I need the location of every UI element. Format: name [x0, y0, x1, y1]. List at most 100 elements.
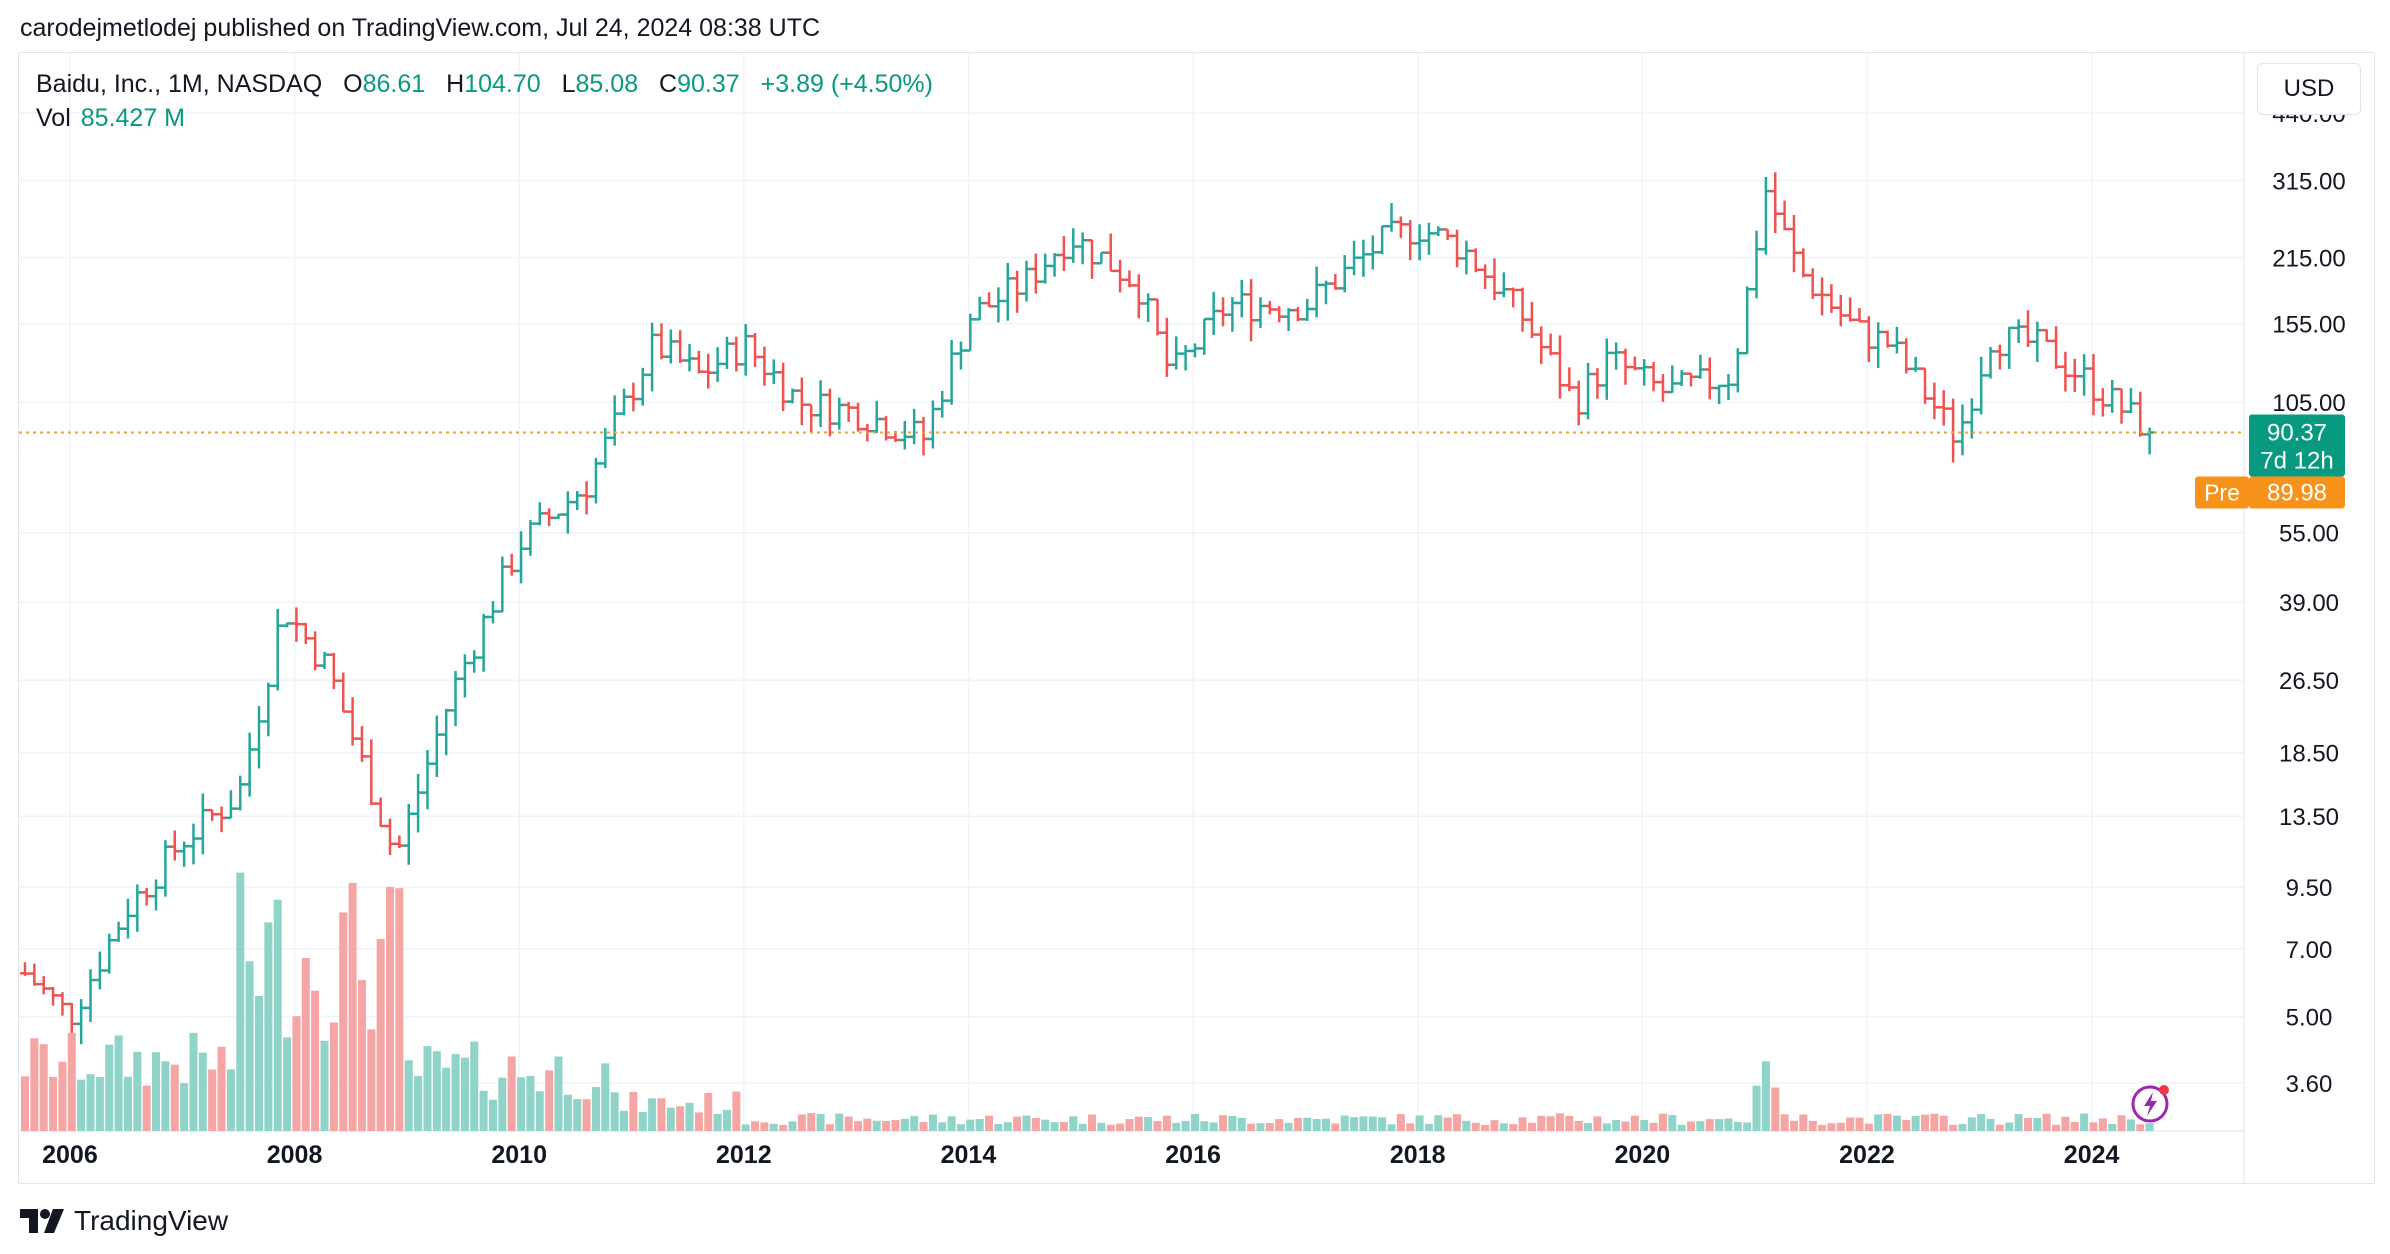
y-tick-label: 13.50: [2279, 804, 2339, 831]
volume-bar: [676, 1106, 685, 1131]
last-price-tag: [2249, 414, 2345, 477]
volume-bar: [1481, 1124, 1490, 1131]
volume-bar: [1219, 1115, 1228, 1131]
volume-bar: [460, 1057, 469, 1131]
volume-bar: [1518, 1117, 1527, 1131]
x-tick-label: 2018: [1390, 1141, 1446, 1169]
volume-bar: [835, 1113, 844, 1131]
x-tick-label: 2008: [267, 1141, 323, 1169]
volume-bar: [1855, 1117, 1864, 1131]
volume-bar: [994, 1123, 1003, 1131]
pre-label: Pre: [2204, 479, 2240, 505]
last-price-value: 90.37: [2267, 419, 2327, 446]
volume-bar: [1752, 1085, 1761, 1131]
volume-bar: [292, 1016, 301, 1131]
volume-bar: [807, 1113, 816, 1131]
pre-label-tag: [2195, 476, 2249, 509]
volume-bar: [2005, 1122, 2014, 1131]
volume-bar: [1162, 1115, 1171, 1131]
volume-bar: [704, 1092, 713, 1131]
volume-bar: [1864, 1123, 1873, 1131]
volume-bar: [498, 1077, 507, 1131]
volume-bar: [1059, 1122, 1068, 1131]
volume-bar: [1247, 1123, 1256, 1131]
y-tick-label: 9.50: [2286, 875, 2333, 902]
volume-bar: [1256, 1123, 1265, 1131]
volume-bar: [2070, 1121, 2079, 1131]
volume-bar: [591, 1087, 600, 1131]
x-tick-label: 2016: [1165, 1141, 1221, 1169]
volume-bar: [928, 1114, 937, 1131]
volume-bar: [1031, 1117, 1040, 1131]
volume-value: 85.427 M: [80, 104, 186, 132]
volume-bar: [357, 979, 366, 1131]
y-tick-label: 5.00: [2286, 1005, 2333, 1032]
volume-bar: [208, 1069, 217, 1131]
x-tick-label: 2010: [491, 1141, 547, 1169]
volume-bar: [1509, 1124, 1518, 1131]
volume-bar: [919, 1121, 928, 1131]
volume-bar: [1949, 1124, 1958, 1131]
volume-bar: [854, 1121, 863, 1131]
volume-bar: [189, 1032, 198, 1131]
volume-bar: [451, 1054, 460, 1131]
volume-bar: [882, 1121, 891, 1131]
volume-bar: [273, 899, 282, 1131]
volume-bar: [685, 1102, 694, 1131]
volume-bar: [1359, 1116, 1368, 1131]
volume-bar: [1733, 1121, 1742, 1131]
volume-bar: [1003, 1122, 1012, 1131]
volume-bar: [816, 1114, 825, 1131]
volume-bar: [236, 872, 245, 1131]
volume-bar: [1705, 1119, 1714, 1131]
volume-bar: [1939, 1115, 1948, 1131]
volume-bar: [1593, 1116, 1602, 1131]
volume-bar: [376, 938, 385, 1131]
y-tick-label: 3.60: [2286, 1071, 2333, 1098]
volume-bar: [367, 1029, 376, 1131]
volume-bar: [1237, 1117, 1246, 1131]
volume-bar: [1434, 1115, 1443, 1131]
volume-bar: [423, 1046, 432, 1131]
volume-bar: [1902, 1119, 1911, 1131]
volume-bar: [1387, 1124, 1396, 1131]
volume-bar: [133, 1051, 142, 1131]
tradingview-logo-icon: [20, 1209, 64, 1233]
volume-bar: [1443, 1117, 1452, 1131]
x-tick-label: 2014: [941, 1141, 997, 1169]
volume-bar: [1050, 1122, 1059, 1131]
volume-bar: [1097, 1122, 1106, 1131]
volume-bar: [1565, 1115, 1574, 1131]
volume-bar: [1677, 1124, 1686, 1131]
volume-bar: [1078, 1123, 1087, 1131]
close-value: 90.37: [677, 70, 740, 98]
volume-bar: [1181, 1120, 1190, 1131]
volume-bar: [1499, 1123, 1508, 1131]
y-tick-label: 315.00: [2272, 168, 2345, 195]
price-chart[interactable]: 440.00315.00215.00155.00105.0055.0039.00…: [19, 53, 2374, 1183]
volume-bar: [1715, 1119, 1724, 1131]
currency-button[interactable]: USD: [2257, 63, 2361, 115]
y-tick-label: 18.50: [2279, 741, 2339, 768]
chart-frame[interactable]: 440.00315.00215.00155.00105.0055.0039.00…: [18, 52, 2375, 1184]
volume-bar: [2023, 1117, 2032, 1131]
volume-bar: [1134, 1116, 1143, 1131]
volume-bar: [1537, 1115, 1546, 1131]
volume-bar: [1378, 1117, 1387, 1131]
volume-bar: [30, 1038, 39, 1131]
volume-bar: [1415, 1115, 1424, 1131]
volume-bar: [2089, 1122, 2098, 1131]
volume-bar: [1649, 1122, 1658, 1131]
volume-bar: [825, 1124, 834, 1131]
volume-bar: [1275, 1119, 1284, 1131]
volume-bar: [1350, 1117, 1359, 1131]
volume-bar: [1013, 1116, 1022, 1131]
volume-bar: [732, 1091, 741, 1131]
volume-bar: [1602, 1123, 1611, 1131]
tradingview-logo[interactable]: TradingView: [20, 1205, 228, 1237]
volume-bar: [142, 1085, 151, 1131]
y-tick-label: 26.50: [2279, 668, 2339, 695]
volume-bar: [432, 1051, 441, 1131]
volume-bar: [601, 1063, 610, 1131]
lightning-icon[interactable]: [2130, 1080, 2174, 1124]
